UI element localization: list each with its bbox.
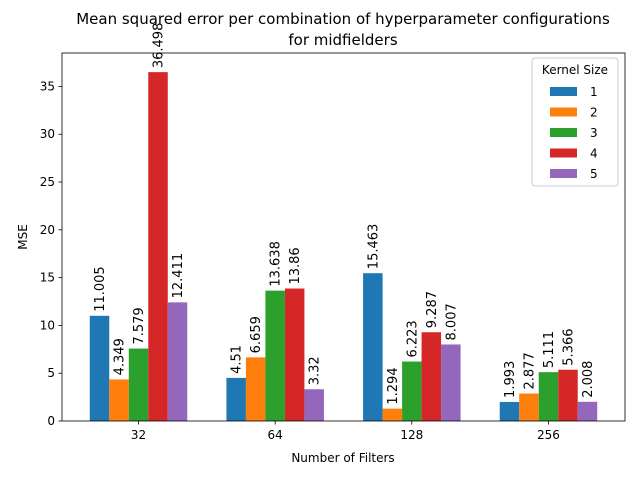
data-label-256-kernel-1: 1.993 <box>503 361 518 398</box>
legend-swatch-1 <box>550 87 577 96</box>
chart-subtitle: for midfielders <box>288 31 397 49</box>
bar-256-kernel-1 <box>499 401 520 421</box>
data-label-32-kernel-4: 36.498 <box>152 23 167 69</box>
data-label-256-kernel-5: 2.008 <box>581 361 596 398</box>
y-tick-label: 25 <box>40 175 55 189</box>
x-axis-label: Number of Filters <box>291 451 394 465</box>
y-tick-label: 20 <box>40 223 55 237</box>
data-label-128-kernel-4: 9.287 <box>425 291 440 328</box>
legend-swatch-2 <box>550 107 577 117</box>
data-label-256-kernel-3: 5.111 <box>542 331 557 368</box>
bar-32-kernel-2 <box>109 379 129 421</box>
legend-box <box>531 57 619 187</box>
bar-256-kernel-4 <box>558 369 578 421</box>
data-label-32-kernel-3: 7.579 <box>132 307 147 344</box>
data-label-32-kernel-2: 4.349 <box>113 338 128 375</box>
legend-swatch-4 <box>550 148 577 158</box>
y-tick-label: 30 <box>40 127 55 141</box>
legend: Kernel Size 1 2 3 4 5 <box>531 57 619 187</box>
bar-128-kernel-2 <box>382 408 403 421</box>
chart-title: Mean squared error per combination of hy… <box>76 10 610 28</box>
x-tick-label-128: 128 <box>400 428 423 442</box>
plot-area: 11.005 4.51 15.463 1.993 4.349 6.659 1.294 2.87… <box>40 23 626 442</box>
legend-swatch-5 <box>550 169 577 178</box>
bar-64-kernel-3 <box>265 290 285 421</box>
plot-frame <box>61 52 626 422</box>
y-tick-label: 35 <box>40 79 55 93</box>
bar-256-kernel-3 <box>538 372 559 421</box>
legend-entry-1: 1 <box>590 85 598 99</box>
y-tick-label: 15 <box>40 271 55 285</box>
data-label-256-kernel-2: 2.877 <box>522 352 537 389</box>
bar-128-kernel-4 <box>421 332 442 421</box>
x-tick-label-32: 32 <box>131 428 146 442</box>
x-tick-label-64: 64 <box>268 428 283 442</box>
bar-64-kernel-5 <box>304 389 324 421</box>
bar-32-kernel-3 <box>128 348 149 421</box>
legend-entry-2: 2 <box>590 106 598 120</box>
data-label-64-kernel-5: 3.32 <box>308 356 323 385</box>
bar-64-kernel-2 <box>245 357 266 421</box>
data-label-64-kernel-2: 6.659 <box>249 316 264 353</box>
bar-32-kernel-5 <box>167 302 188 421</box>
y-tick-label: 5 <box>47 366 55 380</box>
data-label-32-kernel-1: 11.005 <box>93 266 108 312</box>
data-label-128-kernel-5: 8.007 <box>444 303 459 340</box>
legend-entry-5: 5 <box>590 167 598 181</box>
bar-64-kernel-4 <box>284 288 305 421</box>
legend-swatch-3 <box>550 128 577 137</box>
bar-128-kernel-3 <box>402 361 422 421</box>
bar-32-kernel-1 <box>89 315 110 421</box>
bar-256-kernel-5 <box>577 401 598 421</box>
y-tick-label: 0 <box>47 414 55 428</box>
y-axis-label: MSE <box>16 224 30 250</box>
data-label-128-kernel-3: 6.223 <box>405 320 420 357</box>
bar-256-kernel-2 <box>519 393 539 421</box>
x-tick-label-256: 256 <box>537 428 560 442</box>
data-label-64-kernel-3: 13.638 <box>269 241 284 287</box>
data-label-256-kernel-4: 5.366 <box>561 328 576 365</box>
y-tick-label: 10 <box>40 318 55 332</box>
data-label-32-kernel-5: 12.411 <box>171 253 186 299</box>
data-label-128-kernel-1: 15.463 <box>366 224 381 270</box>
data-label-64-kernel-4: 13.86 <box>288 247 303 284</box>
bar-64-kernel-1 <box>226 377 246 421</box>
legend-entry-3: 3 <box>590 126 598 140</box>
bar-128-kernel-1 <box>363 273 383 421</box>
data-label-128-kernel-2: 1.294 <box>386 367 401 404</box>
bar-128-kernel-5 <box>441 344 461 421</box>
legend-entry-4: 4 <box>590 147 598 161</box>
bar-32-kernel-4 <box>148 72 168 421</box>
legend-title: Kernel Size <box>542 63 608 77</box>
data-label-64-kernel-1: 4.51 <box>230 345 245 374</box>
